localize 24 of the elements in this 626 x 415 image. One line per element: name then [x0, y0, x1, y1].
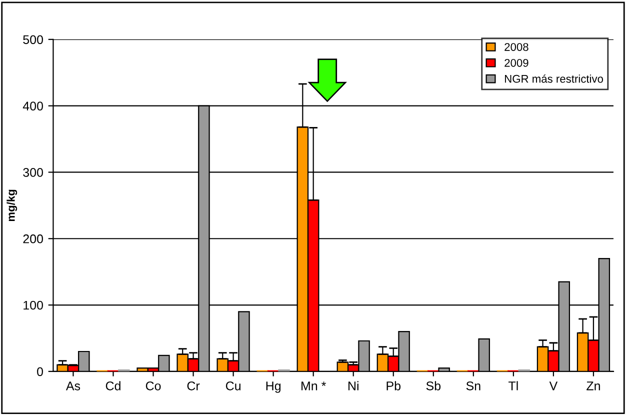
y-tick-label: 300: [23, 168, 43, 177]
x-tick-label: Ni: [348, 381, 358, 390]
x-tick-label: Sn: [466, 381, 480, 390]
legend-label: NGR más restrictivo: [505, 74, 604, 83]
y-tick-label: 200: [23, 234, 43, 244]
x-tick-label: Cr: [187, 381, 200, 390]
y-axis-title: mg/kg: [6, 190, 18, 222]
x-tick-label: Co: [146, 381, 161, 390]
y-tick-label: 500: [23, 35, 43, 44]
legend-label: 2009: [504, 58, 528, 67]
x-tick-label: Hg: [266, 382, 280, 393]
x-tick-label: Cd: [106, 381, 120, 390]
x-tick-label: Mn *: [302, 382, 326, 390]
x-tick-label: Pb: [386, 381, 400, 390]
x-tick-label: Sb: [426, 381, 441, 390]
x-tick-label: Zn: [586, 382, 600, 390]
legend-label: 2008: [504, 43, 528, 51]
x-tick-label: As: [66, 382, 80, 390]
y-tick-label: 0: [37, 367, 43, 376]
x-tick-label: V: [549, 382, 558, 390]
y-tick-label: 400: [22, 102, 43, 110]
x-tick-label: Tl: [508, 381, 518, 390]
y-tick-label: 100: [24, 300, 43, 310]
x-tick-label: Cu: [226, 381, 240, 390]
